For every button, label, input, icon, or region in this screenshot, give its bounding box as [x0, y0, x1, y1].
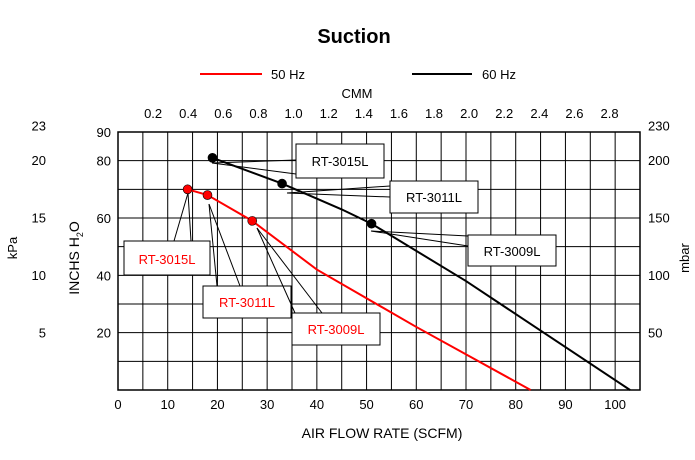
callout-label-50-3011: RT-3011L — [219, 295, 275, 310]
callout-leader-50-3009b — [256, 227, 323, 314]
legend-label-50hz: 50 Hz — [271, 67, 305, 82]
data-markers — [182, 153, 377, 229]
callout-leader-60-3015b — [211, 162, 297, 175]
callout-leader-60-3009 — [370, 230, 469, 237]
cmm-tick-label: 0.8 — [249, 106, 267, 121]
cmm-tick-label: 2.2 — [495, 106, 513, 121]
y-tick-label: 20 — [97, 326, 111, 341]
cmm-axis-label: CMM — [341, 86, 372, 101]
y-tick-label: 80 — [97, 154, 111, 169]
cmm-tick-label: 1.8 — [425, 106, 443, 121]
callout-box-50-3009 — [291, 312, 381, 346]
callouts: RT-3015L RT-3011L RT-3009L RT-3015L RT-3… — [123, 143, 557, 346]
callout-leader-50-3015 — [173, 192, 189, 242]
callout-label-50-3015: RT-3015L — [139, 252, 196, 267]
x-tick-label: 90 — [558, 397, 572, 412]
kpa-tick-labels: 5 10 15 20 23 — [32, 118, 46, 340]
x-tick-label: 50 — [359, 397, 373, 412]
callout-leader-50-3015b — [187, 192, 192, 242]
x-axis-label: AIR FLOW RATE (SCFM) — [302, 425, 463, 441]
mbar-axis-label: mbar — [677, 243, 692, 273]
callout-label-50-3009: RT-3009L — [308, 322, 365, 337]
plot-frame — [117, 131, 641, 391]
legend-label-60hz: 60 Hz — [482, 67, 516, 82]
x-tick-labels: 0 10 20 30 40 50 60 70 80 90 100 — [114, 397, 626, 412]
chart-title: Suction — [317, 26, 390, 48]
callout-leader-50-3011 — [208, 203, 218, 287]
kpa-tick-label: 10 — [32, 268, 46, 283]
marker-rt-3009l-60hz — [366, 218, 377, 229]
callout-box-60-3009 — [467, 234, 557, 267]
kpa-tick-label: 5 — [39, 325, 46, 340]
callout-box-60-3015 — [295, 143, 385, 179]
callout-leader-60-3009b — [370, 230, 469, 247]
callout-box-50-3015 — [123, 240, 211, 276]
marker-rt-3011l-50hz — [202, 190, 213, 200]
mbar-tick-label: 150 — [648, 210, 670, 225]
marker-rt-3011l-60hz — [277, 178, 287, 189]
legend: 50 Hz 60 Hz — [200, 67, 516, 82]
callout-leader-60-3011b — [286, 192, 391, 198]
cmm-tick-label: 1.6 — [390, 106, 408, 121]
kpa-tick-label: 23 — [32, 118, 46, 133]
x-tick-label: 70 — [459, 397, 473, 412]
x-tick-label: 0 — [114, 397, 121, 412]
cmm-tick-label: 0.2 — [144, 106, 162, 121]
y-tick-labels: 20 40 60 80 90 — [97, 125, 111, 341]
kpa-tick-label: 15 — [32, 210, 46, 225]
mbar-tick-label: 50 — [648, 325, 662, 340]
mbar-tick-label: 100 — [648, 268, 670, 283]
x-tick-label: 30 — [260, 397, 274, 412]
y-tick-label: 40 — [97, 268, 111, 283]
cmm-tick-label: 0.4 — [179, 106, 197, 121]
marker-rt-3015l-50hz — [182, 184, 193, 195]
callout-leader-60-3015 — [211, 159, 297, 164]
cmm-tick-label: 1.2 — [320, 106, 338, 121]
mbar-tick-labels: 50 100 150 200 230 — [648, 118, 670, 340]
x-tick-label: 20 — [210, 397, 224, 412]
cmm-tick-label: 0.6 — [214, 106, 232, 121]
cmm-tick-label: 1.0 — [285, 106, 303, 121]
marker-rt-3015l-60hz — [207, 153, 218, 163]
callout-leader-50-3011b — [208, 203, 241, 287]
x-tick-label: 80 — [508, 397, 522, 412]
x-tick-label: 60 — [409, 397, 423, 412]
series-line-60hz — [212, 156, 631, 391]
x-tick-label: 100 — [604, 397, 626, 412]
x-tick-label: 40 — [310, 397, 324, 412]
callout-leader-60-3011 — [286, 185, 391, 194]
callout-label-60-3015: RT-3015L — [312, 154, 369, 169]
callout-box-50-3011 — [202, 285, 292, 319]
y-tick-label: 90 — [97, 125, 111, 140]
kpa-axis-label: kPa — [5, 236, 20, 259]
y-axis-label: INCHS H2O — [66, 221, 85, 295]
mbar-tick-label: 200 — [648, 153, 670, 168]
callout-label-60-3011: RT-3011L — [406, 190, 462, 205]
callout-box-60-3011 — [389, 180, 479, 214]
x-tick-label: 10 — [160, 397, 174, 412]
cmm-tick-label: 2.6 — [565, 106, 583, 121]
callout-label-60-3009: RT-3009L — [484, 244, 541, 259]
cmm-tick-label: 1.4 — [355, 106, 373, 121]
kpa-tick-label: 20 — [32, 153, 46, 168]
cmm-tick-label: 2.0 — [460, 106, 478, 121]
cmm-tick-labels: 0.2 0.4 0.6 0.8 1.0 1.2 1.4 1.6 1.8 2.0 2.2 2.4 2.6 2… — [144, 106, 619, 121]
mbar-tick-label: 230 — [648, 118, 670, 133]
cmm-tick-label: 2.8 — [601, 106, 619, 121]
y-tick-label: 60 — [97, 211, 111, 226]
callout-leader-50-3009 — [256, 227, 296, 314]
marker-rt-3009l-50hz — [247, 216, 258, 226]
cmm-tick-label: 2.4 — [530, 106, 548, 121]
